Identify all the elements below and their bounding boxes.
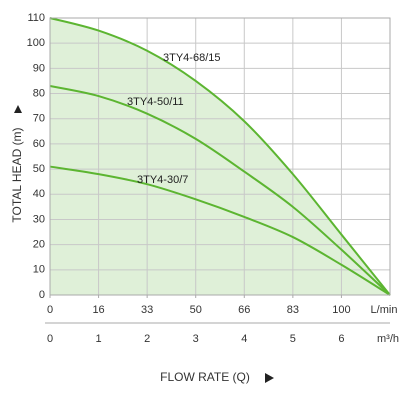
x-tick-label: 2	[144, 333, 150, 345]
x2-tick-label: 66	[238, 304, 250, 316]
x-arrow	[265, 373, 274, 383]
y-tick-label: 20	[33, 239, 45, 251]
x2-tick-label: 83	[287, 304, 299, 316]
x-unit-top: L/min	[371, 304, 398, 316]
x-tick-label: 4	[241, 333, 247, 345]
curve-label: 3TY4-68/15	[163, 52, 220, 64]
y-tick-label: 110	[27, 12, 45, 24]
y-tick-label: 70	[33, 113, 45, 125]
y-tick-label: 40	[33, 188, 45, 200]
x2-tick-label: 33	[141, 304, 153, 316]
y-arrow	[14, 105, 22, 113]
y-tick-label: 90	[33, 62, 45, 74]
x-tick-label: 1	[96, 333, 102, 345]
x-tick-label: 0	[47, 333, 53, 345]
y-axis-title: TOTAL HEAD (m)	[10, 127, 24, 222]
x-tick-label: 6	[338, 333, 344, 345]
x2-tick-label: 50	[190, 304, 202, 316]
x2-tick-label: 0	[47, 304, 53, 316]
y-tick-label: 100	[27, 37, 45, 49]
y-tick-label: 60	[33, 138, 45, 150]
x2-tick-label: 16	[92, 304, 104, 316]
curve	[49, 85, 391, 296]
x2-tick-label: 100	[332, 304, 350, 316]
curve-label: 3TY4-30/7	[137, 174, 188, 186]
x-axis-title: FLOW RATE (Q)	[160, 370, 250, 384]
x-unit-bottom: m³/h	[377, 333, 399, 345]
curve-label: 3TY4-50/11	[127, 96, 184, 108]
y-tick-label: 80	[33, 87, 45, 99]
y-tick-label: 0	[39, 289, 45, 301]
curve	[49, 165, 391, 296]
x-tick-label: 5	[290, 333, 296, 345]
curve	[49, 17, 391, 296]
y-tick-label: 50	[33, 163, 45, 175]
y-tick-label: 10	[33, 264, 45, 276]
plot-area	[49, 17, 391, 296]
x-tick-label: 3	[193, 333, 199, 345]
area-fill	[50, 18, 390, 295]
y-tick-label: 30	[33, 213, 45, 225]
